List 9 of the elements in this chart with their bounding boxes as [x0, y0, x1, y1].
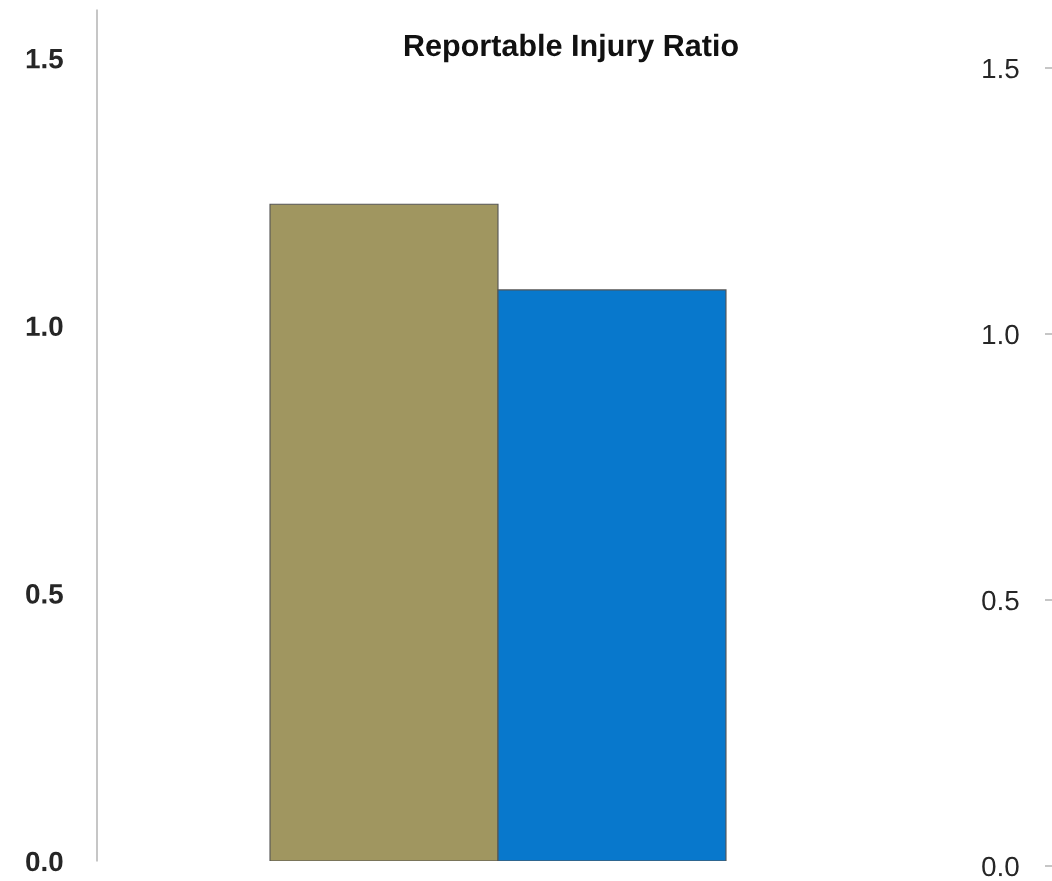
y-tick-label: 1.0 — [26, 316, 63, 337]
y2-tick-label: 0.5 — [982, 590, 1019, 611]
y2-tick-label: 1.0 — [983, 324, 1019, 345]
y-tick-label: 0.5 — [26, 584, 63, 604]
y-tick-label: 1.5 — [26, 49, 63, 69]
y2-tick-label: 0.0 — [982, 856, 1019, 877]
y-tick-label: 0.0 — [26, 851, 63, 872]
y2-tick-label: 1.5 — [983, 58, 1019, 79]
text: Reportable Injury Ratio — [404, 33, 738, 63]
